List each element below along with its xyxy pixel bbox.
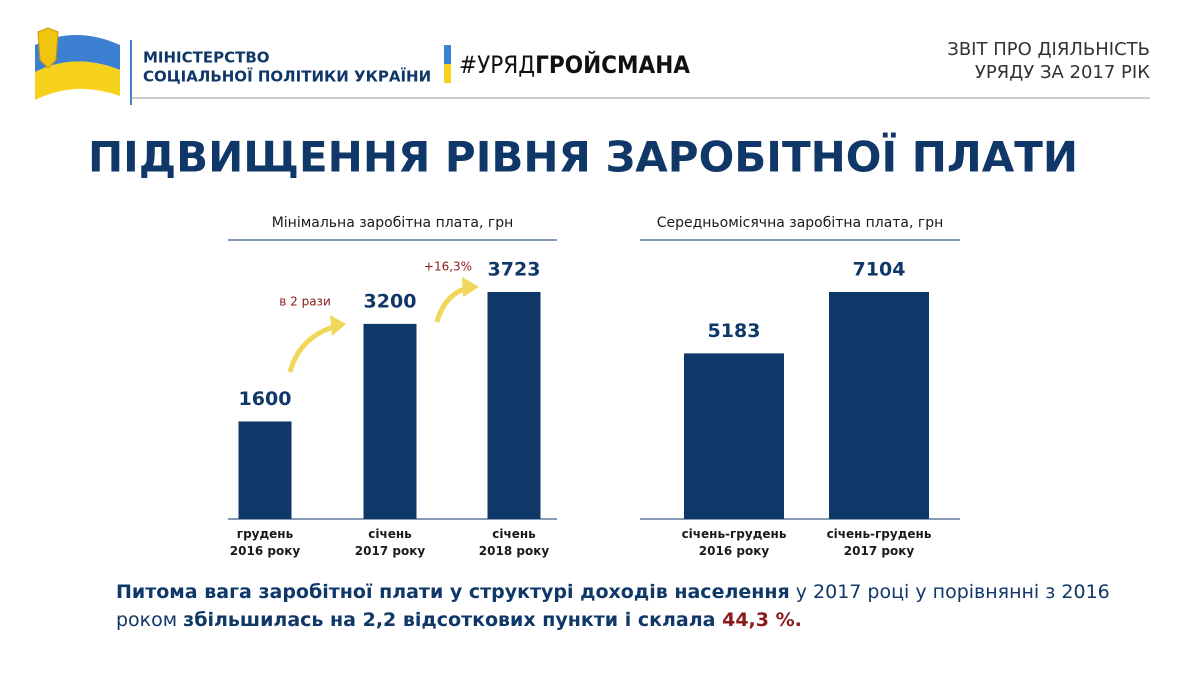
chart-title: Середньомісячна заробітна плата, грн bbox=[657, 215, 944, 231]
value-label: 7104 bbox=[853, 259, 906, 281]
hashtag-flag bbox=[444, 64, 451, 83]
bar bbox=[684, 353, 784, 519]
footer-part: збільшилась на 2,2 відсоткових пункти і … bbox=[183, 609, 723, 631]
ministry-line: СОЦІАЛЬНОЇ ПОЛІТИКИ УКРАЇНИ bbox=[143, 67, 431, 86]
bar bbox=[487, 292, 541, 519]
annotation: в 2 рази bbox=[279, 295, 331, 309]
ministry-line: МІНІСТЕРСТВО bbox=[143, 49, 270, 67]
value-label: 1600 bbox=[239, 388, 292, 410]
value-label: 3723 bbox=[488, 259, 541, 281]
category-label: січень-грудень 2016 року bbox=[681, 527, 787, 558]
footer-part: Питома вага заробітної плати у структурі… bbox=[116, 581, 790, 603]
report-line: УРЯДУ ЗА 2017 РІК bbox=[975, 62, 1150, 83]
hashtag-prefix: #УРЯД bbox=[459, 51, 535, 79]
bar bbox=[363, 323, 417, 519]
footer-part: у 2017 році у порівнянні з 2016 роком bbox=[116, 581, 1110, 631]
hashtag: #УРЯДГРОЙСМАНА bbox=[459, 50, 690, 79]
footer-text: Питома вага заробітної плати у структурі… bbox=[116, 578, 1126, 634]
value-label: 3200 bbox=[364, 290, 417, 312]
hashtag-name: ГРОЙСМАНА bbox=[535, 50, 690, 79]
hashtag-flag bbox=[444, 45, 451, 64]
report-line: ЗВІТ ПРО ДІЯЛЬНІСТЬ bbox=[947, 39, 1150, 60]
logo-flag bbox=[35, 27, 120, 100]
category-label: грудень 2016 року bbox=[229, 527, 301, 558]
value-label: 5183 bbox=[708, 320, 761, 342]
arrows bbox=[287, 277, 479, 373]
bar bbox=[829, 292, 929, 519]
category-label: січень 2018 року bbox=[478, 527, 550, 558]
category-label: січень 2017 року bbox=[354, 527, 426, 558]
page-title: ПІДВИЩЕННЯ РІВНЯ ЗАРОБІТНОЇ ПЛАТИ bbox=[88, 132, 1078, 182]
annotation: +16,3% bbox=[424, 260, 472, 274]
category-label: січень-грудень 2017 року bbox=[826, 527, 932, 558]
footer-part: 44,3 %. bbox=[722, 609, 802, 631]
bar bbox=[238, 421, 292, 519]
chart-title: Мінімальна заробітна плата, грн bbox=[272, 215, 514, 231]
